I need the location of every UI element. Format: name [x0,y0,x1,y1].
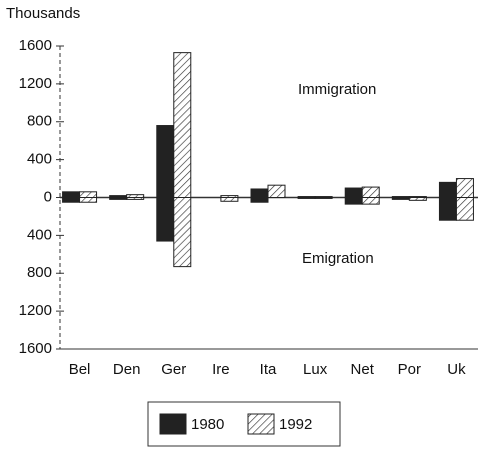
y-tick-label: 1600 [19,340,52,357]
bar [173,197,192,268]
x-tick-label: Net [351,361,375,378]
bar [173,52,192,198]
y-tick-label: 0 [44,188,52,205]
x-tick-label: Lux [303,361,328,378]
y-tick-label: 1200 [19,75,52,92]
bar [391,197,410,200]
bar [62,191,81,199]
bar [250,197,269,203]
annotation: Emigration [302,250,374,267]
bar [314,197,333,199]
legend-swatch [159,413,187,435]
y-tick-label: 800 [27,264,52,281]
bar [126,197,145,200]
x-tick-label: Den [113,361,141,378]
legend-label: 1980 [191,416,224,433]
bar [62,197,81,203]
bar [156,125,175,198]
y-tick-label: 400 [27,151,52,168]
bar [344,187,363,198]
y-axis-label: Thousands [6,5,80,22]
legend-swatch [247,413,275,435]
x-tick-label: Por [398,361,421,378]
x-tick-label: Bel [69,361,91,378]
x-tick-label: Ita [260,361,277,378]
bar [344,197,363,205]
bar [156,197,175,242]
x-tick-label: Uk [447,361,466,378]
annotation: Immigration [298,81,376,98]
bar [79,191,98,199]
bar [455,197,474,221]
y-tick-label: 400 [27,226,52,243]
bar [361,197,380,205]
bar [297,197,316,199]
bar [109,197,128,200]
legend-box [147,401,341,447]
legend-label: 1992 [279,416,312,433]
bar [438,181,457,199]
bar [79,197,98,203]
bar [267,184,286,199]
bar [408,197,427,201]
x-tick-label: Ger [161,361,186,378]
y-tick-label: 1600 [19,37,52,54]
y-tick-label: 800 [27,113,52,130]
bar [361,186,380,199]
bar [455,178,474,198]
bar [220,197,239,202]
y-tick-label: 1200 [19,302,52,319]
bar [438,197,457,221]
x-tick-label: Ire [212,361,230,378]
bar [250,188,269,198]
